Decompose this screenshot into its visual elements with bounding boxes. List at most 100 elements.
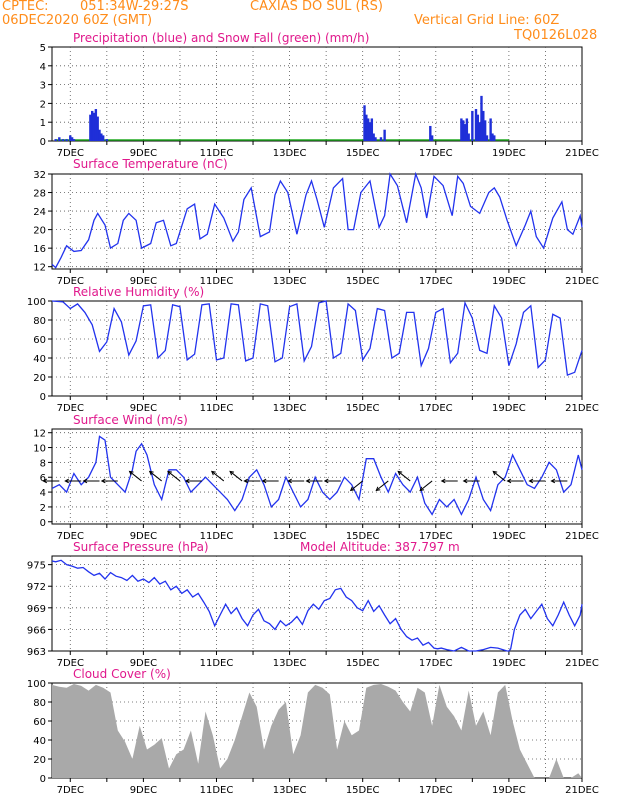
panel-3-wind-arrowhead bbox=[440, 478, 446, 484]
panel-1-xtick-label: 19DEC bbox=[492, 276, 526, 287]
panel-5-xtick-label: 15DEC bbox=[346, 785, 380, 796]
panel-3-wind-vector bbox=[229, 471, 243, 482]
panel-0-precip-bar bbox=[100, 133, 103, 141]
panel-0-xtick-label: 11DEC bbox=[200, 148, 234, 159]
panel-2-ytick-label: 20 bbox=[33, 373, 46, 384]
panel-3-wind-arrowhead bbox=[550, 478, 556, 484]
panel-3-wind-arrowhead bbox=[184, 478, 190, 484]
panel-5-xtick-label: 13DEC bbox=[273, 785, 307, 796]
panel-0-xtick-label: 9DEC bbox=[130, 148, 157, 159]
panel-5-cloud-area bbox=[52, 684, 582, 778]
panel-2-xtick-label: 15DEC bbox=[346, 403, 380, 414]
panel-3-xtick-label: 9DEC bbox=[130, 531, 157, 542]
panel-5-xtick-label: 21DEC bbox=[565, 785, 599, 796]
panel-3-wind-arrowhead bbox=[64, 478, 69, 484]
panel-3-wind-arrowhead bbox=[229, 470, 235, 476]
panel-0-xtick-label: 15DEC bbox=[346, 148, 380, 159]
panel-0-frame bbox=[51, 46, 583, 142]
panel-0-precip-bar bbox=[54, 139, 57, 141]
panel-3-wind-arrowhead bbox=[349, 486, 355, 492]
panel-4-ytick-label: 969 bbox=[27, 604, 46, 615]
panel-2-xtick-label: 7DEC bbox=[57, 403, 84, 414]
panel-3-wind-arrowhead bbox=[42, 478, 48, 484]
panel-4-xtick-label: 21DEC bbox=[565, 658, 599, 669]
panel-1-xtick-label: 9DEC bbox=[130, 276, 157, 287]
panel-3-wind-vector bbox=[375, 480, 389, 491]
panel-3-frame bbox=[51, 428, 583, 525]
panel-0-precip-bar bbox=[465, 118, 469, 141]
panel-0-precip-bar bbox=[105, 139, 109, 141]
panel-2-xtick-label: 21DEC bbox=[565, 403, 599, 414]
panel-5-xtick-label: 7DEC bbox=[57, 785, 84, 796]
panel-0-precip-bar bbox=[366, 118, 370, 141]
panel-0-ytick-label: 0 bbox=[40, 137, 46, 148]
panel-3-wind-vector bbox=[350, 480, 364, 491]
panel-0-precip-bar bbox=[493, 135, 496, 141]
panel-3-wind-arrowhead bbox=[243, 478, 249, 484]
panel-3-xtick-label: 21DEC bbox=[565, 531, 599, 542]
panel-3-wind-arrowhead bbox=[305, 478, 311, 484]
panel-2-ytick-label: 80 bbox=[33, 316, 46, 327]
panel-3-wind-arrowhead bbox=[492, 470, 498, 476]
panel-1-ytick-label: 12 bbox=[33, 263, 46, 274]
panel-3-ytick-label: 8 bbox=[40, 458, 46, 469]
panel-2-title: Relative Humidity (%) bbox=[73, 285, 204, 299]
panel-4-xtick-label: 11DEC bbox=[200, 658, 234, 669]
panel-4-annotation: Model Altitude: 387.797 m bbox=[300, 540, 460, 554]
panel-3-xtick-label: 17DEC bbox=[419, 531, 453, 542]
panel-3-ytick-label: 4 bbox=[40, 488, 46, 499]
panel-3-wind-arrowhead bbox=[397, 470, 403, 476]
panel-0-precip-bar bbox=[58, 137, 61, 141]
panel-1-xtick-label: 11DEC bbox=[200, 276, 234, 287]
panel-3-ytick-label: 12 bbox=[33, 429, 46, 440]
panel-3-ytick-label: 10 bbox=[33, 444, 46, 455]
panel-3-wind-vector bbox=[397, 471, 411, 482]
panel-0-precip-bar bbox=[429, 125, 432, 141]
panel-3-wind-arrowhead bbox=[419, 486, 425, 492]
panel-3-ytick-label: 2 bbox=[40, 503, 46, 514]
panel-2-xtick-label: 9DEC bbox=[130, 403, 157, 414]
panel-0-precip-bar bbox=[471, 110, 474, 141]
panel-1-xtick-label: 15DEC bbox=[346, 276, 380, 287]
header-model: TQ0126L028 bbox=[514, 28, 598, 43]
panel-0-precip-bar bbox=[482, 110, 485, 141]
panel-5-ytick-label: 60 bbox=[33, 717, 46, 728]
panel-0-precip-bar bbox=[70, 137, 74, 141]
panel-3-xtick-label: 7DEC bbox=[57, 531, 84, 542]
panel-1-ytick-label: 20 bbox=[33, 226, 46, 237]
panel-4-ytick-label: 975 bbox=[27, 561, 46, 572]
panel-0-precip-bar bbox=[462, 120, 465, 141]
panel-3-wind-vector bbox=[492, 471, 506, 482]
panel-4-ytick-label: 972 bbox=[27, 582, 46, 593]
panel-0-ytick-label: 1 bbox=[40, 118, 46, 129]
panel-0-precip-bar bbox=[478, 122, 481, 141]
header-run: 06DEC2020 60Z (GMT) bbox=[2, 13, 153, 28]
panel-2-xtick-label: 11DEC bbox=[200, 403, 234, 414]
panel-4-xtick-label: 7DEC bbox=[57, 658, 84, 669]
header-source: CPTEC: bbox=[2, 0, 49, 14]
panel-0-precip-bar bbox=[65, 139, 68, 141]
panel-2-xtick-label: 19DEC bbox=[492, 403, 526, 414]
panel-4-xtick-label: 9DEC bbox=[130, 658, 157, 669]
panel-3-ytick-label: 6 bbox=[40, 473, 46, 484]
panel-1-ytick-label: 32 bbox=[33, 170, 46, 181]
panel-0-precip-bar bbox=[374, 137, 377, 141]
panel-2-ytick-label: 60 bbox=[33, 335, 46, 346]
panel-0-precip-bar bbox=[485, 135, 489, 141]
panel-0-precip-bar bbox=[383, 129, 386, 141]
panel-3-ytick-label: 0 bbox=[40, 518, 46, 529]
panel-0-precip-bar bbox=[372, 133, 375, 141]
panel-5-xtick-label: 11DEC bbox=[200, 785, 234, 796]
panel-1-ytick-label: 16 bbox=[33, 244, 46, 255]
panel-3-wind-arrowhead bbox=[462, 478, 468, 484]
panel-1-ytick-label: 28 bbox=[33, 189, 46, 200]
panel-0-xtick-label: 21DEC bbox=[565, 148, 599, 159]
panel-3-wind-arrowhead bbox=[287, 478, 292, 484]
panel-1-xtick-label: 17DEC bbox=[419, 276, 453, 287]
panel-0-precip-bar bbox=[483, 120, 487, 141]
panel-0-title: Precipitation (blue) and Snow Fall (gree… bbox=[73, 31, 369, 45]
panel-1-xtick-label: 13DEC bbox=[273, 276, 307, 287]
panel-0-precip-bar bbox=[489, 118, 492, 141]
